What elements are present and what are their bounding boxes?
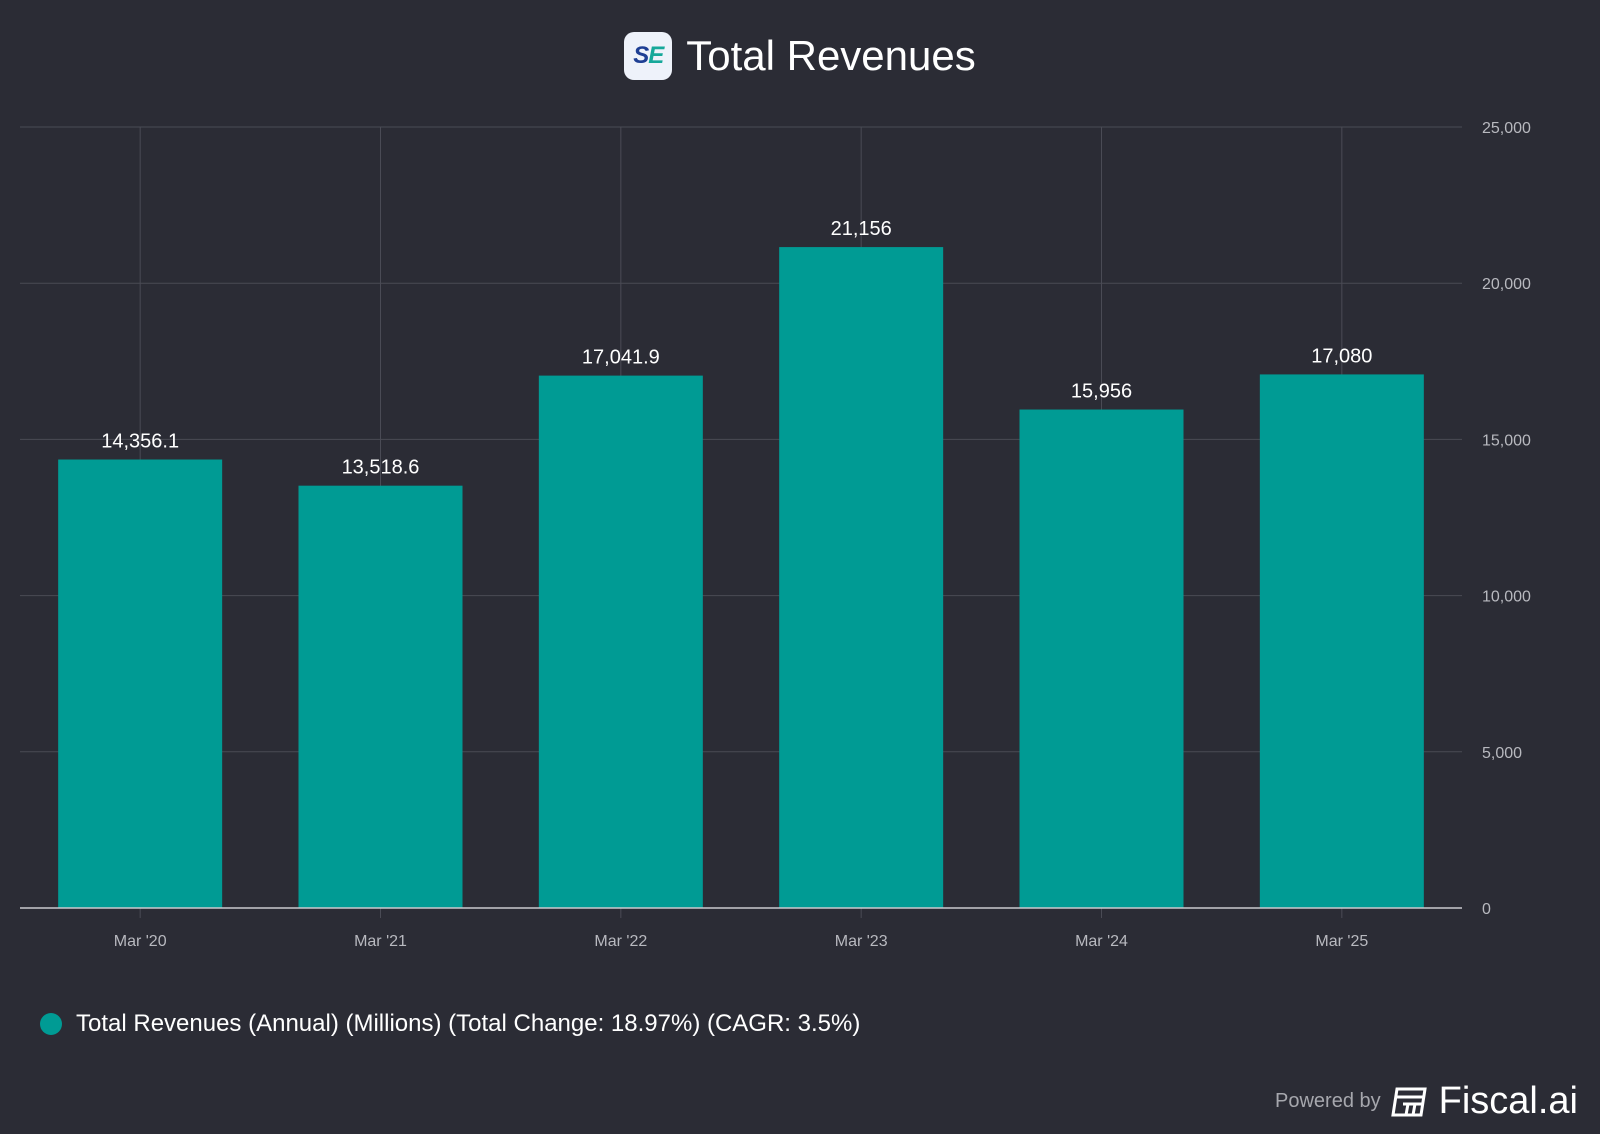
x-tick-label: Mar '24 <box>1075 933 1128 950</box>
y-tick-label: 5,000 <box>1482 745 1522 762</box>
footer: Powered by Fiscal.ai <box>1275 1080 1578 1123</box>
y-tick-label: 20,000 <box>1482 276 1531 293</box>
title-text: Total Revenues <box>686 32 976 79</box>
bar-chart: 0 5,000 10,000 15,000 20,000 25,000 14,356.1 Ma… <box>20 120 1531 950</box>
legend[interactable]: Total Revenues (Annual) (Millions) (Tota… <box>40 1010 860 1038</box>
legend-swatch <box>40 1013 62 1035</box>
x-tick-label: Mar '23 <box>835 933 888 950</box>
bar <box>779 247 944 909</box>
bar <box>58 459 223 908</box>
bar <box>1019 409 1184 908</box>
bar <box>1259 374 1424 909</box>
x-tick-label: Mar '25 <box>1315 933 1368 950</box>
powered-by-text: Powered by <box>1275 1090 1381 1112</box>
x-tick-label: Mar '20 <box>114 933 167 950</box>
data-label: 17,080 <box>1311 345 1372 367</box>
bar <box>538 375 703 908</box>
fiscal-logo-icon <box>1390 1087 1427 1116</box>
y-tick-label: 25,000 <box>1482 120 1531 137</box>
data-label: 21,156 <box>831 218 892 240</box>
y-tick-label: 0 <box>1482 901 1491 918</box>
legend-label: Total Revenues (Annual) (Millions) (Tota… <box>76 1010 861 1037</box>
data-label: 17,041.9 <box>582 347 660 369</box>
x-tick-label: Mar '22 <box>594 933 647 950</box>
x-tick-label: Mar '21 <box>354 933 407 950</box>
y-tick-label: 15,000 <box>1482 432 1531 449</box>
data-label: 15,956 <box>1071 381 1132 403</box>
data-label: 14,356.1 <box>101 431 179 453</box>
bar <box>298 485 463 908</box>
y-tick-label: 10,000 <box>1482 589 1531 606</box>
data-label: 13,518.6 <box>342 457 420 479</box>
brand-name: Fiscal.ai <box>1438 1080 1578 1122</box>
